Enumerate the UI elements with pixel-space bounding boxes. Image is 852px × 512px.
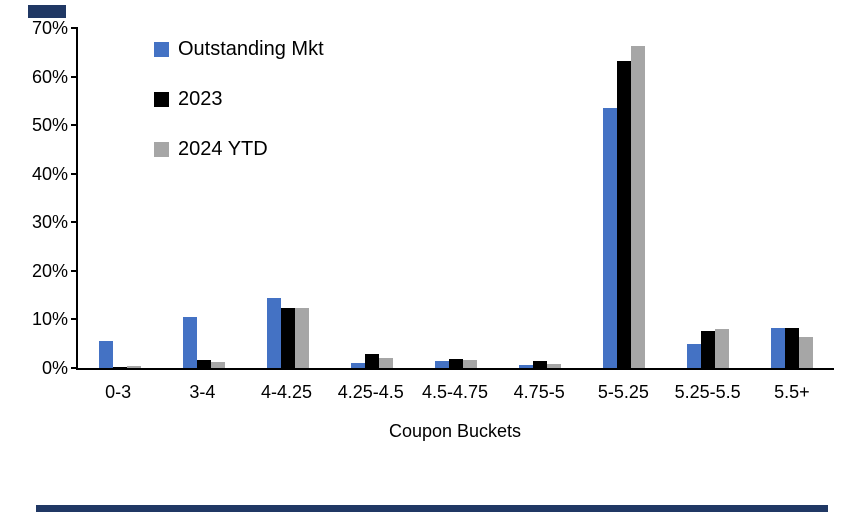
- bar-group-4-75-5: [498, 28, 582, 368]
- legend-item: 2024 YTD: [154, 138, 324, 161]
- y-tick-mark: [71, 27, 78, 29]
- top-left-decoration-block: [28, 5, 66, 18]
- bar-2024-ytd: [631, 45, 645, 368]
- bar-2023: [197, 359, 211, 368]
- bar-group-5-5-25: [582, 28, 666, 368]
- legend: Outstanding Mkt 2023 2024 YTD: [154, 38, 324, 188]
- x-axis-label: 4-4.25: [261, 382, 313, 402]
- y-tick-mark: [71, 75, 78, 78]
- y-tick-mark: [71, 124, 78, 127]
- bottom-bar-decoration: [36, 505, 828, 512]
- bar-2023: [785, 328, 799, 368]
- bar-group-4-25-4-5: [330, 28, 414, 368]
- bar-2024-ytd: [715, 329, 729, 368]
- bar-outstanding-mkt: [99, 340, 113, 368]
- x-axis-label: 5-5.25: [597, 382, 649, 402]
- bar-outstanding-mkt: [603, 108, 617, 368]
- y-tick-mark: [71, 318, 78, 321]
- plot-area: 0% 10% 20% 30% 40% 50% 60% 70% Outstanding Mkt 2…: [32, 19, 834, 377]
- bar-2024-ytd: [379, 358, 393, 368]
- bar-2023: [365, 353, 379, 368]
- bar-2023: [113, 366, 127, 368]
- bar-2023: [701, 331, 715, 368]
- x-axis-label: 4.25-4.5: [337, 382, 404, 402]
- bar-2024-ytd: [295, 308, 309, 368]
- bar-2023: [617, 61, 631, 368]
- y-tick-mark: [71, 269, 78, 272]
- bar-group-4-4-25: [246, 28, 330, 368]
- legend-label: 2023: [178, 88, 223, 110]
- bar-2023: [533, 361, 547, 368]
- bar-2023: [449, 358, 463, 368]
- bar-2024-ytd: [127, 365, 141, 368]
- y-tick-mark: [71, 221, 78, 224]
- legend-swatch-icon: [154, 142, 169, 157]
- x-axis-labels: 0-3 3-4 4-4.25 4.25-4.5 4.5-4.75 4.75-5 5-5.25…: [76, 382, 834, 403]
- bar-group-0-3: [78, 28, 162, 368]
- x-axis-title: Coupon Buckets: [388, 421, 522, 441]
- legend-label: Outstanding Mkt: [178, 38, 324, 60]
- x-axis-label: 3-4: [189, 382, 216, 402]
- legend-swatch-icon: [154, 42, 169, 57]
- bar-groups: [78, 28, 834, 368]
- legend-swatch-icon: [154, 92, 169, 107]
- bar-2024-ytd: [547, 364, 561, 368]
- x-axis-label: 5.25-5.5: [674, 382, 741, 402]
- bar-outstanding-mkt: [183, 317, 197, 368]
- bar-outstanding-mkt: [771, 328, 785, 368]
- legend-label: 2024 YTD: [178, 138, 268, 160]
- bar-outstanding-mkt: [267, 298, 281, 368]
- bar-group-3-4: [162, 28, 246, 368]
- bar-outstanding-mkt: [351, 363, 365, 368]
- y-tick-mark: [71, 367, 78, 369]
- bar-2023: [281, 308, 295, 368]
- legend-item: Outstanding Mkt: [154, 38, 324, 61]
- bar-2024-ytd: [799, 336, 813, 368]
- bar-outstanding-mkt: [519, 365, 533, 368]
- bar-outstanding-mkt: [687, 344, 701, 368]
- legend-item: 2023: [154, 88, 324, 111]
- x-axis-label: 4.5-4.75: [421, 382, 489, 402]
- bar-group-5-25-5-5: [666, 28, 750, 368]
- x-axis-label: 0-3: [105, 382, 132, 402]
- coupon-buckets-bar-chart: 0% 10% 20% 30% 40% 50% 60% 70% Outstanding Mkt 2…: [14, 19, 838, 442]
- x-axis-label: 5.5+: [774, 382, 810, 402]
- bar-2024-ytd: [463, 359, 477, 368]
- bar-group-5-5-: [750, 28, 834, 368]
- x-axis-label: 4.75-5: [513, 382, 565, 402]
- y-tick-mark: [71, 172, 78, 175]
- bar-outstanding-mkt: [435, 361, 449, 368]
- bar-group-4-5-4-75: [414, 28, 498, 368]
- bar-2024-ytd: [211, 362, 225, 368]
